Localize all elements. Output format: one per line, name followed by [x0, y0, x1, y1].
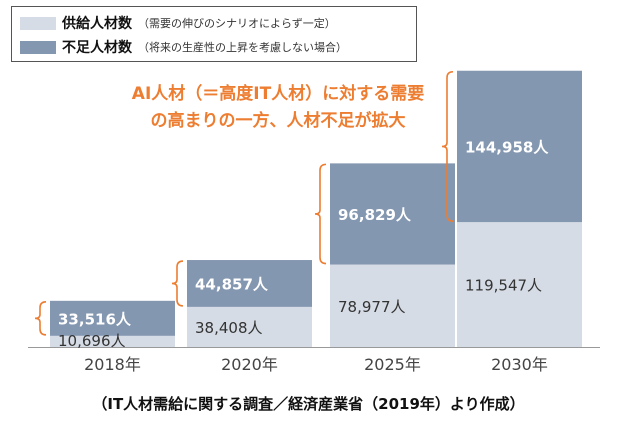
- legend-item-shortage: 不足人材数 （将来の生産性の上昇を考慮しない場合）: [20, 37, 347, 57]
- data-label-shortage-0: 33,516人: [58, 310, 132, 328]
- callout-line-2: の高まりの一方、人材不足が拡大: [150, 111, 406, 131]
- legend-label-shortage: 不足人材数: [62, 40, 132, 56]
- legend-note-supply: （需要の伸びのシナリオによらず一定）: [138, 17, 336, 30]
- x-tick-label-0: 2018年: [84, 355, 141, 374]
- callout-line-1: AI人材（＝高度IT人材）に対する需要: [131, 84, 425, 104]
- data-label-supply-3: 119,547人: [465, 277, 542, 295]
- data-label-shortage-3: 144,958人: [465, 138, 549, 156]
- callout-annotation: AI人材（＝高度IT人材）に対する需要 の高まりの一方、人材不足が拡大: [108, 81, 448, 135]
- data-label-shortage-2: 96,829人: [338, 206, 412, 224]
- bar-supply-3: [457, 222, 582, 347]
- x-tick-label-3: 2030年: [491, 355, 548, 374]
- legend-label-supply: 供給人材数: [62, 16, 132, 32]
- x-tick-label-1: 2020年: [221, 355, 278, 374]
- source-caption: （IT人材需給に関する調査／経済産業省（2019年）より作成）: [92, 395, 525, 413]
- legend-swatch-supply: [20, 16, 56, 30]
- data-label-supply-2: 78,977人: [338, 298, 406, 316]
- bar-supply-2: [330, 264, 455, 347]
- data-label-shortage-1: 44,857人: [195, 275, 269, 293]
- legend-swatch-shortage: [20, 40, 56, 54]
- bar-shortage-2: [330, 163, 455, 265]
- legend-note-shortage: （将来の生産性の上昇を考慮しない場合）: [138, 41, 347, 54]
- bar-shortage-1: [187, 260, 312, 307]
- shortage-bracket-3: [441, 70, 454, 222]
- shortage-bracket-2: [314, 163, 327, 265]
- shortage-bracket-1: [171, 260, 184, 307]
- x-tick-label-2: 2025年: [364, 355, 421, 374]
- bar-shortage-0: [50, 300, 175, 336]
- data-label-supply-1: 38,408人: [195, 319, 263, 337]
- data-label-supply-0: 10,696人: [58, 332, 126, 350]
- bar-shortage-3: [457, 70, 582, 223]
- bar-supply-0: [50, 335, 175, 347]
- legend: 供給人材数 （需要の伸びのシナリオによらず一定） 不足人材数 （将来の生産性の上…: [11, 6, 417, 62]
- legend-item-supply: 供給人材数 （需要の伸びのシナリオによらず一定）: [20, 13, 336, 33]
- bar-supply-1: [187, 306, 312, 347]
- shortage-bracket-0: [34, 301, 47, 336]
